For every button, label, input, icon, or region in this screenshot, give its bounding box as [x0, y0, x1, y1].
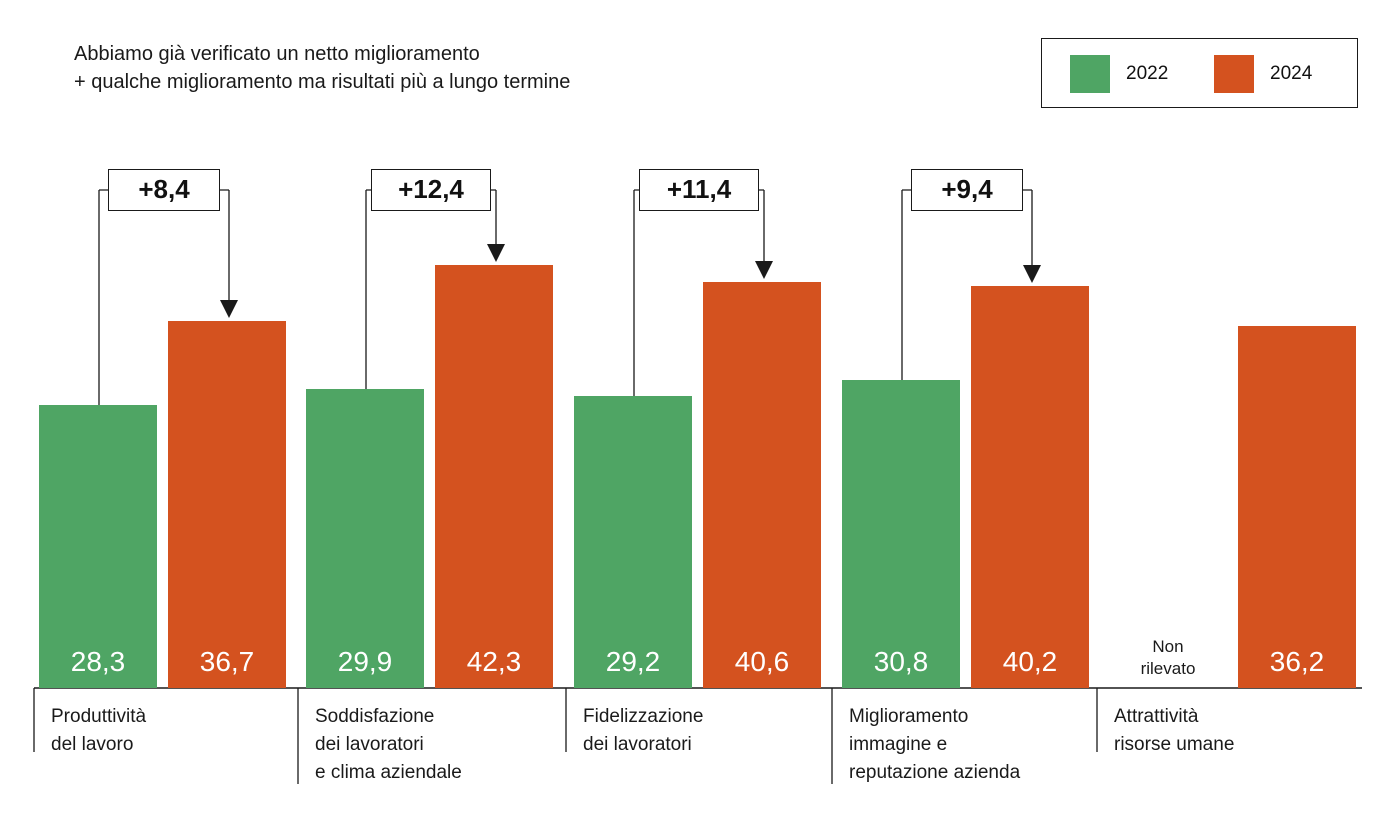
not-surveyed-label: Non rilevato [1109, 636, 1227, 680]
category-label-line: dei lavoratori [315, 734, 424, 755]
not-surveyed-line: rilevato [1140, 659, 1196, 678]
bar-value-label: 30,8 [873, 646, 929, 677]
bar-2024-1: 42,3 [435, 265, 553, 688]
bar-value-label: 29,2 [605, 646, 661, 677]
difference-arrowhead [220, 300, 238, 318]
category-label-line: e clima aziendale [315, 762, 462, 783]
bar-value-label: 40,6 [734, 646, 790, 677]
difference-label: +12,4 [371, 169, 491, 211]
bar-2024-2: 40,6 [703, 282, 821, 688]
category-label-line: Produttività [51, 706, 147, 727]
category-label-line: risorse umane [1114, 734, 1235, 755]
category-label: Produttività del lavoro [51, 703, 146, 759]
subtitle-line-1: Abbiamo già verificato un netto migliora… [74, 43, 480, 65]
not-surveyed-line: Non [1152, 637, 1184, 656]
category-label-line: dei lavoratori [583, 734, 692, 755]
legend-swatch-2024 [1214, 55, 1254, 93]
category-label: Soddisfazione dei lavoratori e clima azien… [315, 703, 462, 787]
subtitle-line-2: + qualche miglioramento ma risultati più… [74, 71, 571, 93]
category-label: Fidelizzazione dei lavoratori [583, 703, 703, 759]
chart-legend: 2022 2024 [1041, 38, 1358, 108]
bar-2022-0: 28,3 [39, 405, 157, 688]
bar-2022-3: 30,8 [842, 380, 960, 688]
difference-label: +8,4 [108, 169, 220, 211]
category-label-line: Soddisfazione [315, 706, 435, 727]
category-label-line: reputazione azienda [849, 762, 1021, 783]
category-label: Attrattività risorse umane [1114, 703, 1234, 759]
bar-value-label: 40,2 [1002, 646, 1058, 677]
bar-2022-2: 29,2 [574, 396, 692, 688]
bar-2024-4: 36,2 [1238, 326, 1356, 688]
bar-2024-0: 36,7 [168, 321, 286, 688]
category-label-line: Attrattività [1114, 706, 1199, 727]
difference-arrowhead [1023, 265, 1041, 283]
category-label-line: immagine e [849, 734, 948, 755]
category-label: Miglioramento immagine e reputazione azien… [849, 703, 1020, 787]
chart-subtitle: Abbiamo già verificato un netto migliora… [74, 40, 570, 96]
difference-arrowhead [755, 261, 773, 279]
bar-2024-3: 40,2 [971, 286, 1089, 688]
legend-swatch-2022 [1070, 55, 1110, 93]
bar-value-label: 36,2 [1269, 646, 1325, 677]
category-label-line: Fidelizzazione [583, 706, 704, 727]
bar-value-label: 28,3 [70, 646, 126, 677]
bar-value-label: 29,9 [337, 646, 393, 677]
difference-arrowhead [487, 244, 505, 262]
difference-label: +9,4 [911, 169, 1023, 211]
difference-label: +11,4 [639, 169, 759, 211]
category-label-line: del lavoro [51, 734, 134, 755]
bar-value-label: 36,7 [199, 646, 255, 677]
category-label-line: Miglioramento [849, 706, 969, 727]
bar-value-label: 42,3 [466, 646, 522, 677]
legend-label-2024: 2024 [1270, 63, 1313, 84]
bar-2022-1: 29,9 [306, 389, 424, 688]
legend-label-2022: 2022 [1126, 63, 1169, 84]
